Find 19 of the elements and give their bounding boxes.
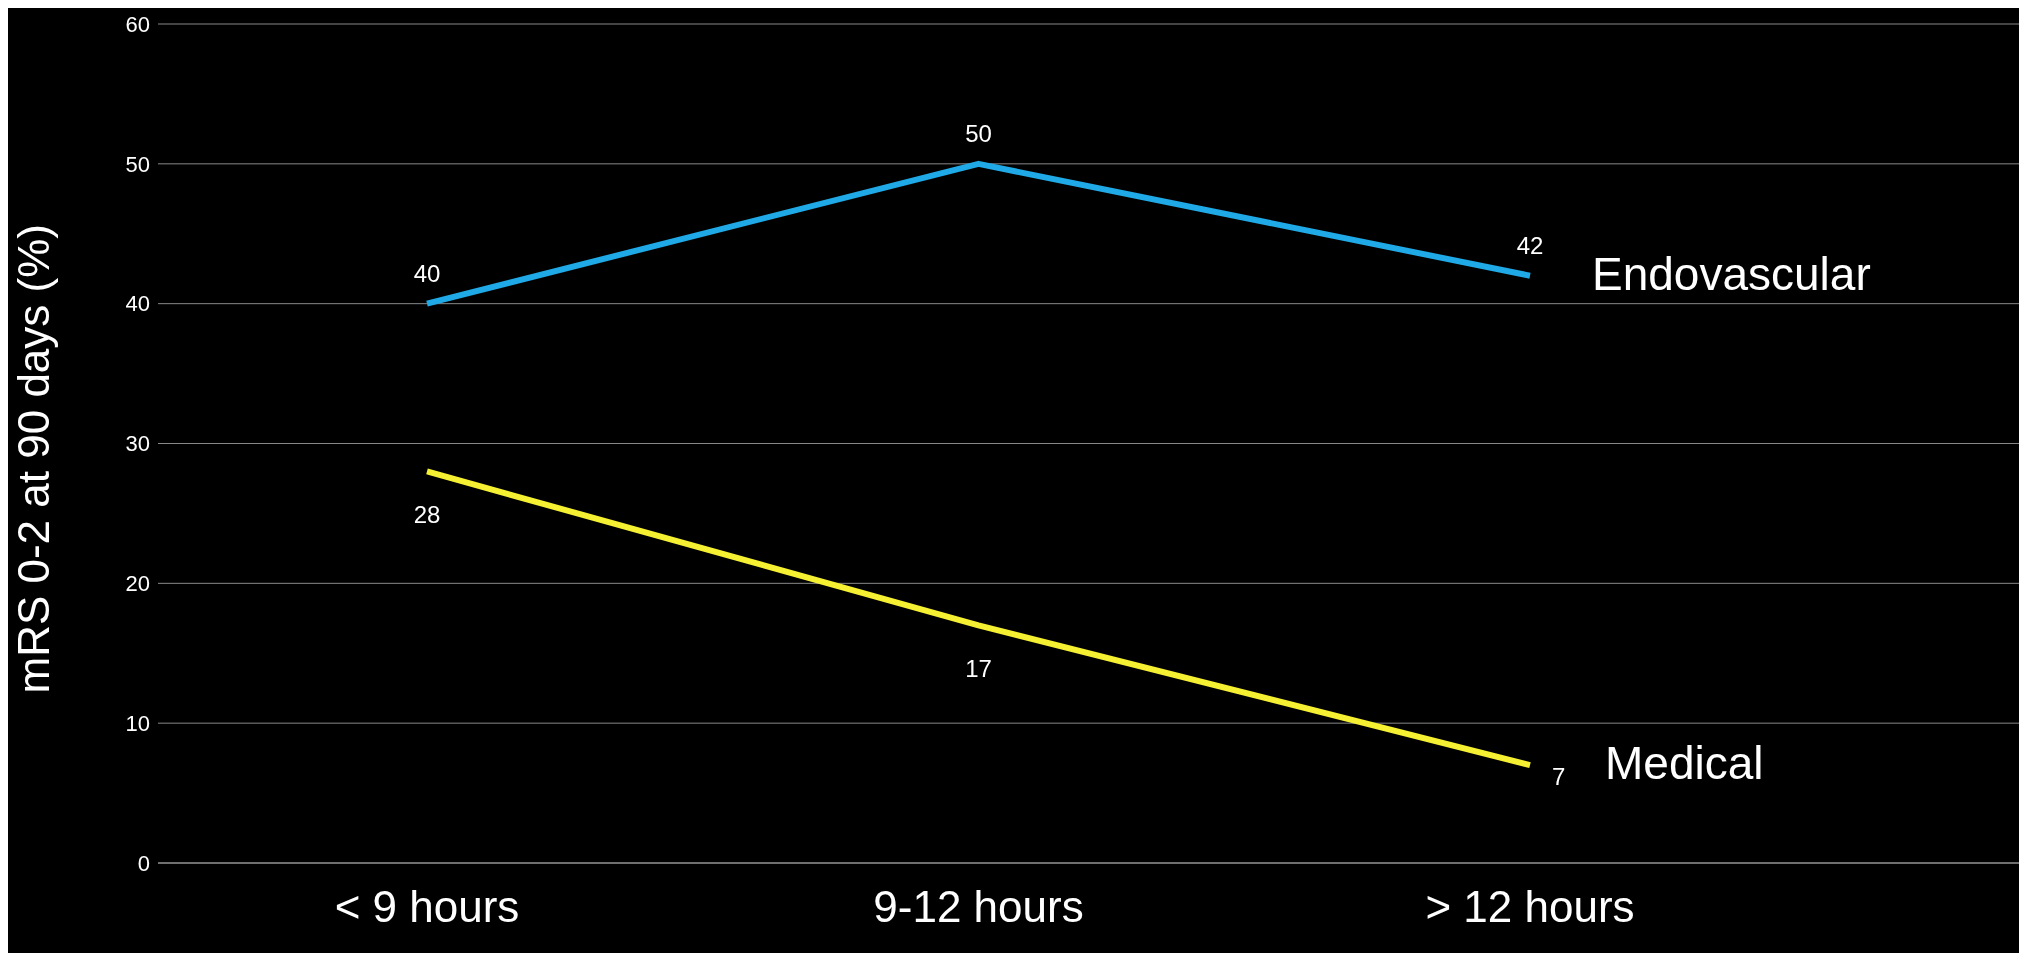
- y-tick-label: 50: [125, 151, 150, 177]
- data-label: 17: [965, 655, 992, 683]
- data-label: 40: [413, 259, 441, 287]
- data-label: 28: [413, 501, 441, 529]
- x-tick-label: 9-12 hours: [873, 882, 1084, 932]
- x-tick-label: < 9 hours: [334, 882, 520, 932]
- x-tick-label: > 12 hours: [1425, 882, 1635, 932]
- series-label: Endovascular: [1592, 247, 1871, 300]
- data-label: 50: [965, 119, 992, 147]
- y-tick-label: 20: [125, 571, 150, 597]
- y-tick-label: 0: [137, 850, 150, 876]
- y-tick-label: 10: [125, 710, 150, 736]
- y-axis-title: mRS 0-2 at 90 days (%): [8, 224, 58, 694]
- data-label: 7: [1552, 763, 1566, 791]
- y-tick-label: 60: [125, 11, 150, 37]
- series-label: Medical: [1605, 737, 1764, 790]
- y-tick-label: 40: [125, 291, 150, 317]
- data-label: 42: [1516, 231, 1544, 259]
- y-tick-label: 30: [125, 431, 150, 457]
